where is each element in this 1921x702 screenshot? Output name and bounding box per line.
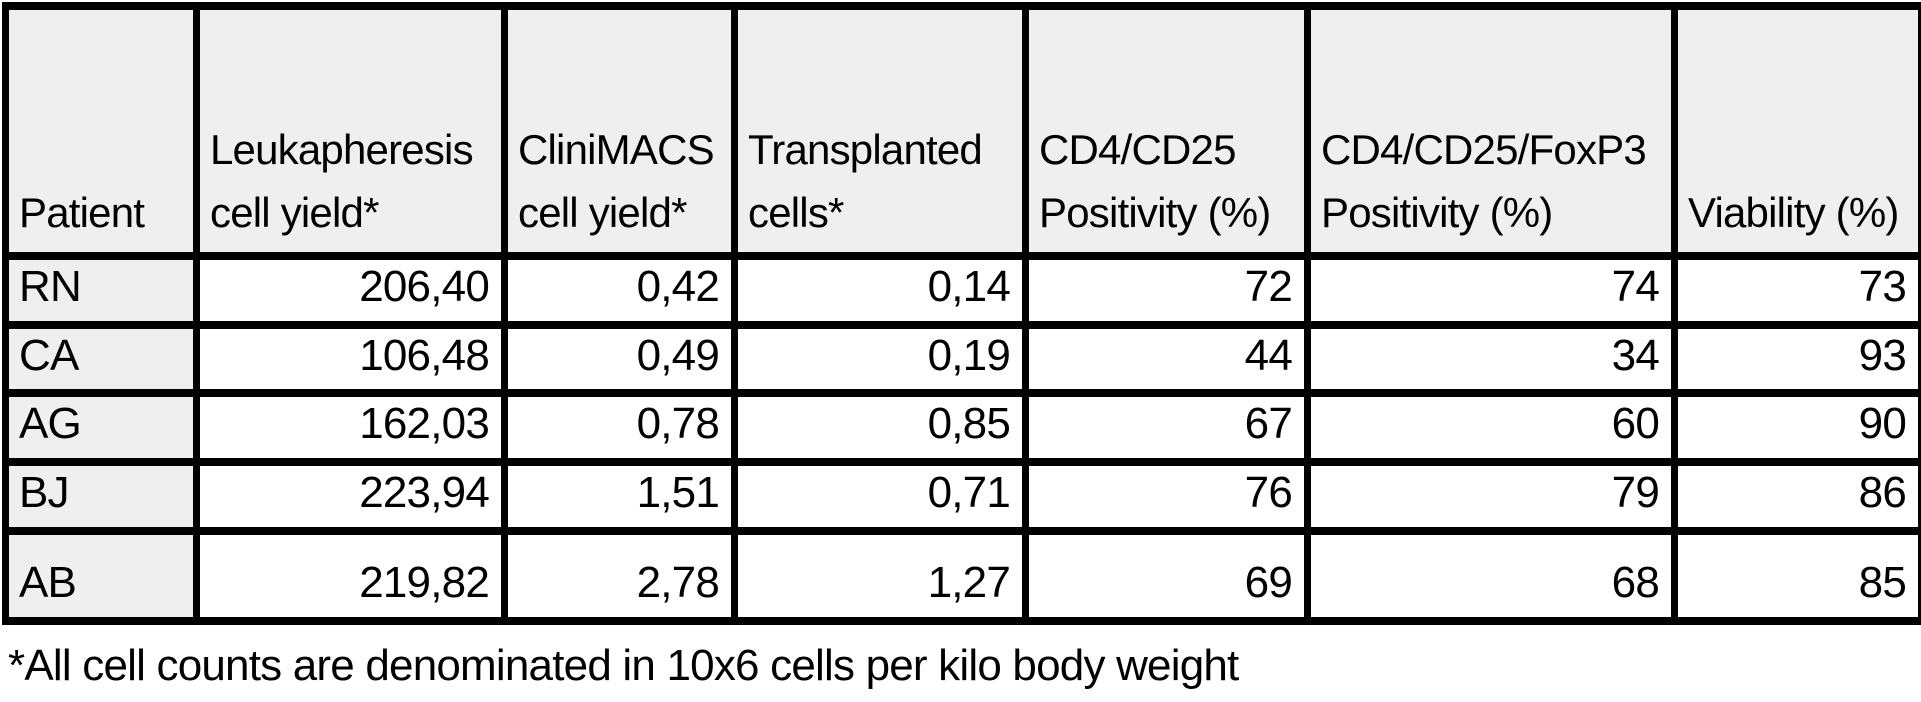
value-cell: 0,19 — [731, 320, 1029, 398]
patient-id-cell: AB — [2, 526, 200, 625]
header-transplanted-cells: Transplanted cells* — [731, 2, 1029, 260]
table-row: RN 206,40 0,42 0,14 72 74 73 — [2, 252, 1921, 329]
table-row: CA 106,48 0,49 0,19 44 34 93 — [2, 320, 1921, 398]
header-cd4-cd25-positivity: CD4/CD25 Positivity (%) — [1022, 2, 1311, 260]
value-cell: 90 — [1671, 389, 1921, 466]
value-cell: 34 — [1304, 320, 1678, 398]
value-cell: 0,42 — [501, 252, 738, 329]
header-clinimacs-cell-yield: CliniMACS cell yield* — [501, 2, 738, 260]
table-header-row: Patient Leukapheresis cell yield* CliniM… — [2, 2, 1921, 260]
value-cell: 68 — [1304, 526, 1678, 625]
value-cell: 0,49 — [501, 320, 738, 398]
patient-id-cell: AG — [2, 389, 200, 466]
value-cell: 1,51 — [501, 457, 738, 535]
value-cell: 206,40 — [193, 252, 508, 329]
value-cell: 223,94 — [193, 457, 508, 535]
value-cell: 162,03 — [193, 389, 508, 466]
value-cell: 72 — [1022, 252, 1311, 329]
patient-data-table: Patient Leukapheresis cell yield* CliniM… — [2, 2, 1921, 625]
value-cell: 106,48 — [193, 320, 508, 398]
patient-id-cell: RN — [2, 252, 200, 329]
value-cell: 0,85 — [731, 389, 1029, 466]
value-cell: 67 — [1022, 389, 1311, 466]
table-row: AB 219,82 2,78 1,27 69 68 85 — [2, 526, 1921, 625]
value-cell: 74 — [1304, 252, 1678, 329]
header-viability: Viability (%) — [1671, 2, 1921, 260]
value-cell: 0,78 — [501, 389, 738, 466]
header-leukapheresis-cell-yield: Leukapheresis cell yield* — [193, 2, 508, 260]
value-cell: 1,27 — [731, 526, 1029, 625]
value-cell: 85 — [1671, 526, 1921, 625]
patient-id-cell: BJ — [2, 457, 200, 535]
value-cell: 79 — [1304, 457, 1678, 535]
value-cell: 73 — [1671, 252, 1921, 329]
table-row: AG 162,03 0,78 0,85 67 60 90 — [2, 389, 1921, 466]
header-patient: Patient — [2, 2, 200, 260]
value-cell: 93 — [1671, 320, 1921, 398]
value-cell: 86 — [1671, 457, 1921, 535]
value-cell: 60 — [1304, 389, 1678, 466]
value-cell: 69 — [1022, 526, 1311, 625]
value-cell: 219,82 — [193, 526, 508, 625]
table-row: BJ 223,94 1,51 0,71 76 79 86 — [2, 457, 1921, 535]
value-cell: 2,78 — [501, 526, 738, 625]
value-cell: 0,14 — [731, 252, 1029, 329]
value-cell: 0,71 — [731, 457, 1029, 535]
patient-id-cell: CA — [2, 320, 200, 398]
value-cell: 76 — [1022, 457, 1311, 535]
table-footnote: *All cell counts are denominated in 10x6… — [8, 640, 1239, 690]
header-cd4-cd25-foxp3-positivity: CD4/CD25/FoxP3 Positivity (%) — [1304, 2, 1678, 260]
value-cell: 44 — [1022, 320, 1311, 398]
